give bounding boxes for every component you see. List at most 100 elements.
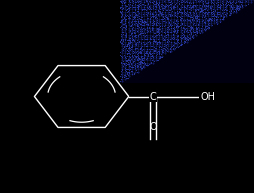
- Point: [166, 25, 170, 28]
- Point: [175, 12, 179, 15]
- Point: [206, 18, 210, 21]
- Point: [177, 10, 181, 14]
- Point: [149, 44, 153, 47]
- Point: [159, 13, 163, 16]
- Point: [191, 3, 195, 6]
- Point: [155, 12, 160, 15]
- Point: [146, 26, 150, 30]
- Point: [135, 9, 139, 13]
- Point: [132, 32, 136, 35]
- Point: [136, 56, 140, 59]
- Point: [178, 44, 182, 47]
- Point: [178, 43, 182, 46]
- Point: [130, 65, 134, 69]
- Point: [174, 35, 179, 38]
- Point: [162, 0, 166, 3]
- Point: [154, 22, 158, 25]
- Point: [228, 3, 232, 6]
- Point: [153, 46, 157, 49]
- Point: [156, 49, 160, 52]
- Point: [185, 5, 189, 8]
- Point: [186, 8, 190, 11]
- Point: [153, 22, 157, 25]
- Point: [205, 20, 210, 23]
- Point: [166, 27, 170, 30]
- Point: [228, 4, 232, 7]
- Point: [170, 14, 174, 17]
- Point: [165, 25, 169, 29]
- Point: [156, 40, 161, 43]
- Point: [144, 8, 148, 12]
- Point: [170, 21, 174, 24]
- Point: [152, 0, 156, 3]
- Point: [172, 13, 176, 16]
- Point: [143, 63, 147, 66]
- Point: [123, 34, 127, 37]
- Point: [174, 30, 178, 33]
- Point: [155, 41, 159, 45]
- Point: [120, 19, 124, 22]
- Point: [127, 2, 131, 5]
- Point: [157, 11, 161, 14]
- Point: [222, 3, 226, 6]
- Point: [169, 2, 173, 5]
- Point: [154, 1, 158, 4]
- Point: [175, 38, 179, 41]
- Point: [200, 0, 204, 2]
- Point: [191, 14, 195, 17]
- Point: [195, 24, 199, 27]
- Point: [144, 38, 148, 41]
- Point: [126, 71, 131, 74]
- Point: [161, 20, 165, 23]
- Point: [178, 23, 182, 26]
- Point: [128, 62, 132, 65]
- Point: [155, 9, 159, 12]
- Point: [130, 39, 134, 42]
- Point: [239, 5, 243, 8]
- Point: [145, 0, 149, 2]
- Point: [123, 57, 127, 60]
- Point: [144, 57, 148, 60]
- Point: [140, 56, 145, 59]
- Point: [173, 26, 178, 29]
- Point: [136, 0, 140, 3]
- Point: [180, 35, 184, 38]
- Point: [148, 53, 152, 56]
- Point: [206, 11, 210, 14]
- Point: [189, 15, 193, 18]
- Point: [135, 46, 139, 49]
- Point: [159, 55, 163, 58]
- Point: [235, 0, 240, 3]
- Point: [135, 6, 139, 9]
- Point: [125, 44, 129, 47]
- Point: [209, 12, 213, 15]
- Point: [210, 1, 214, 4]
- Point: [178, 10, 182, 14]
- Point: [125, 73, 129, 76]
- Point: [146, 5, 150, 8]
- Point: [135, 4, 139, 7]
- Point: [133, 8, 137, 11]
- Point: [213, 18, 217, 21]
- Point: [191, 30, 195, 34]
- Point: [143, 33, 147, 36]
- Point: [216, 0, 220, 2]
- Point: [229, 6, 233, 9]
- Point: [198, 9, 202, 12]
- Point: [123, 59, 128, 63]
- Point: [134, 21, 138, 24]
- Point: [143, 37, 147, 40]
- Point: [163, 10, 167, 13]
- Point: [149, 61, 153, 64]
- Point: [124, 10, 128, 13]
- Point: [205, 1, 209, 4]
- Point: [131, 60, 135, 63]
- Point: [150, 55, 154, 58]
- Point: [146, 51, 150, 54]
- Point: [125, 52, 129, 55]
- Point: [168, 31, 172, 34]
- Point: [167, 50, 171, 53]
- Point: [179, 3, 183, 6]
- Point: [189, 16, 194, 19]
- Point: [137, 41, 141, 44]
